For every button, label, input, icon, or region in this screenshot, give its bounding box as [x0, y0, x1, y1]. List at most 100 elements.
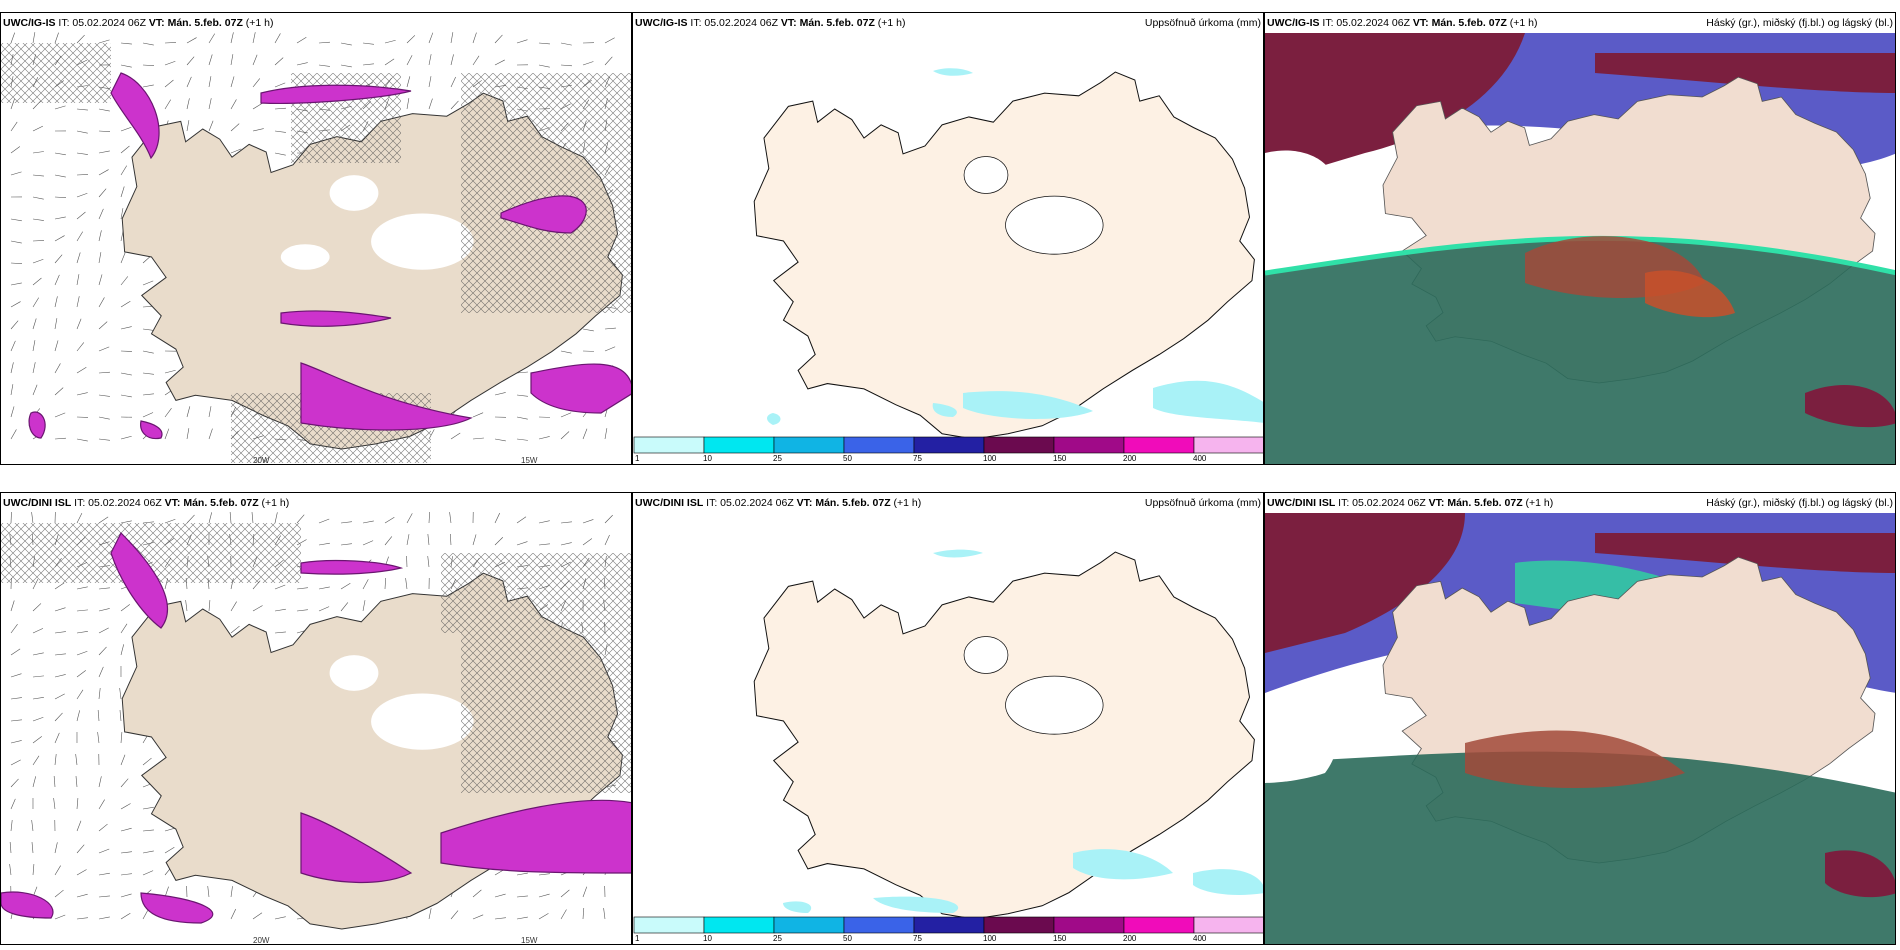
wind-barb [32, 755, 40, 766]
wind-barb [98, 438, 110, 441]
wind-barb [10, 820, 13, 832]
wind-barb [516, 394, 528, 397]
wind-barb [142, 350, 154, 354]
wind-barb [538, 64, 550, 68]
wind-barb [494, 917, 506, 920]
wind-barb [207, 886, 210, 898]
wind-barb [76, 586, 88, 590]
colorbar-tick: 1 [635, 454, 640, 463]
wind-barb [120, 754, 126, 766]
wind-barb [230, 76, 235, 88]
wind-barb [406, 513, 413, 524]
wind-barb [119, 710, 122, 722]
wind-barb [516, 916, 528, 920]
lon-label-20w: 20W [253, 456, 270, 465]
wind-barb [98, 130, 110, 133]
wind-barb [142, 42, 154, 46]
wind-barb [119, 688, 122, 700]
wind-barb [10, 600, 15, 612]
wind-barb [32, 340, 36, 352]
valid-time: VT: Mán. 5.feb. 07Z [148, 17, 243, 29]
wind-barb [229, 512, 232, 524]
wind-barb [32, 151, 44, 154]
wind-barb [10, 340, 16, 352]
wind-barb [186, 37, 197, 44]
wind-barb [494, 392, 506, 396]
wind-barb [54, 631, 66, 634]
wind-barb [428, 32, 434, 44]
wind-barb [538, 873, 550, 876]
wind-barb [274, 584, 286, 590]
wind-barb [54, 582, 65, 590]
wind-barb [54, 274, 60, 286]
wind-barb [76, 670, 86, 678]
wind-barb [538, 543, 550, 546]
wind-barb [10, 429, 17, 440]
wind-barb [76, 631, 88, 634]
wind-barb [32, 384, 38, 396]
wind-barb [54, 437, 66, 440]
colorbar-bar [633, 916, 1263, 934]
wind-barb [98, 230, 102, 242]
wind-barb [32, 218, 44, 221]
wind-barb [494, 537, 504, 546]
wind-barb [54, 653, 66, 656]
colorbar-tick: 10 [703, 454, 712, 463]
wind-barb [318, 41, 330, 44]
wind-barb [54, 412, 66, 418]
wind-barb [142, 806, 154, 810]
wind-barb [406, 76, 411, 88]
wind-barb [384, 516, 395, 524]
lead-time: (+1 h) [245, 17, 274, 29]
wind-barb [76, 174, 89, 176]
wind-barb [208, 406, 212, 418]
wind-barb [54, 865, 61, 876]
wind-barb [76, 710, 80, 722]
wind-barb [560, 889, 570, 898]
wind-barb [32, 716, 44, 722]
valid-time: VT: Mán. 5.feb. 07Z [780, 17, 875, 29]
wind-barb [208, 98, 212, 110]
wind-barb [53, 776, 56, 788]
wind-barb [120, 252, 126, 264]
wind-barb [75, 776, 78, 788]
wind-barb [164, 42, 177, 44]
wind-barb [428, 54, 432, 66]
colorbar-swatch [843, 916, 915, 934]
wind-barb [32, 736, 42, 744]
wind-barb [98, 516, 109, 524]
wind-barb [251, 512, 254, 524]
wind-barb [54, 254, 63, 264]
wind-barb [230, 625, 240, 634]
wind-barb [54, 842, 58, 854]
wind-barb [428, 512, 430, 524]
wind-barb [472, 412, 484, 418]
precip-panel-1: UWC/IG-IS IT: 05.02.2024 06Z VT: Mán. 5.… [632, 12, 1264, 465]
wind-barb [230, 32, 234, 44]
wind-barb [340, 42, 352, 46]
wind-barb [472, 437, 484, 440]
wind-barb [472, 534, 477, 546]
wind-barb [10, 778, 19, 788]
wind-barb [31, 820, 34, 832]
wind-barb [230, 908, 236, 920]
wind-barb [32, 675, 44, 678]
precip-title: Uppsöfnuð úrkoma (mm) [1144, 17, 1261, 29]
wind-barb [164, 518, 176, 524]
wind-barb [318, 586, 330, 590]
wind-barb [120, 394, 132, 398]
wind-barb [54, 754, 57, 766]
wind-barb [10, 740, 22, 744]
cloud-panel-2: UWC/DINI ISL IT: 05.02.2024 06Z VT: Mán.… [1264, 492, 1896, 945]
wind-barb [186, 56, 195, 66]
wind-barb [274, 82, 286, 88]
wind-barb [296, 62, 308, 66]
wind-barb [98, 394, 110, 397]
wind-barb [406, 55, 413, 66]
wind-barb [274, 107, 286, 110]
wind-barb [32, 864, 35, 876]
wind-barb [10, 759, 21, 766]
wind-barb [10, 282, 22, 286]
wind-barb [142, 521, 154, 524]
wind-barb [54, 693, 65, 700]
